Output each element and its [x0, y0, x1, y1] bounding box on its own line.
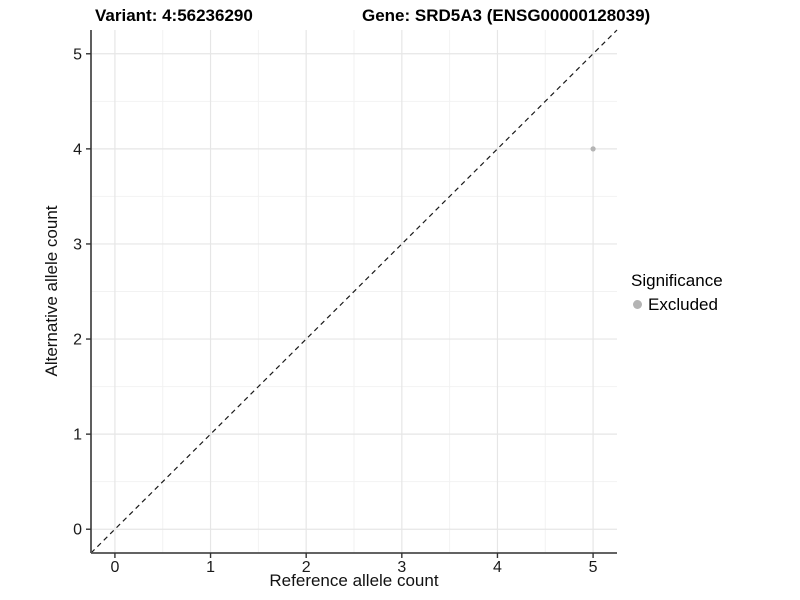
x-tick-label: 2	[302, 559, 311, 576]
x-tick-label: 4	[493, 559, 502, 576]
variant-title: Variant: 4:56236290	[95, 6, 253, 25]
y-tick-label: 4	[73, 141, 82, 158]
x-tick-label: 1	[206, 559, 215, 576]
x-tick-label: 5	[589, 559, 598, 576]
legend-marker-dot-icon	[633, 300, 642, 309]
y-tick-label: 3	[73, 236, 82, 253]
x-axis-label: Reference allele count	[269, 571, 439, 590]
legend-title: Significance	[631, 271, 723, 290]
y-tick-label: 1	[73, 427, 82, 444]
y-tick-label: 0	[73, 522, 82, 539]
x-tick-label: 3	[397, 559, 406, 576]
legend-item: Excluded	[631, 294, 723, 315]
identity-dashed-line	[90, 29, 618, 554]
y-tick-label: 5	[73, 46, 82, 63]
y-axis-label: Alternative allele count	[42, 205, 61, 377]
gene-title: Gene: SRD5A3 (ENSG00000128039)	[362, 6, 651, 25]
legend: Significance Excluded	[631, 270, 723, 315]
x-tick-label: 0	[110, 559, 119, 576]
y-tick-label: 2	[73, 332, 82, 349]
data-point	[590, 146, 596, 152]
legend-item-label: Excluded	[648, 295, 718, 314]
